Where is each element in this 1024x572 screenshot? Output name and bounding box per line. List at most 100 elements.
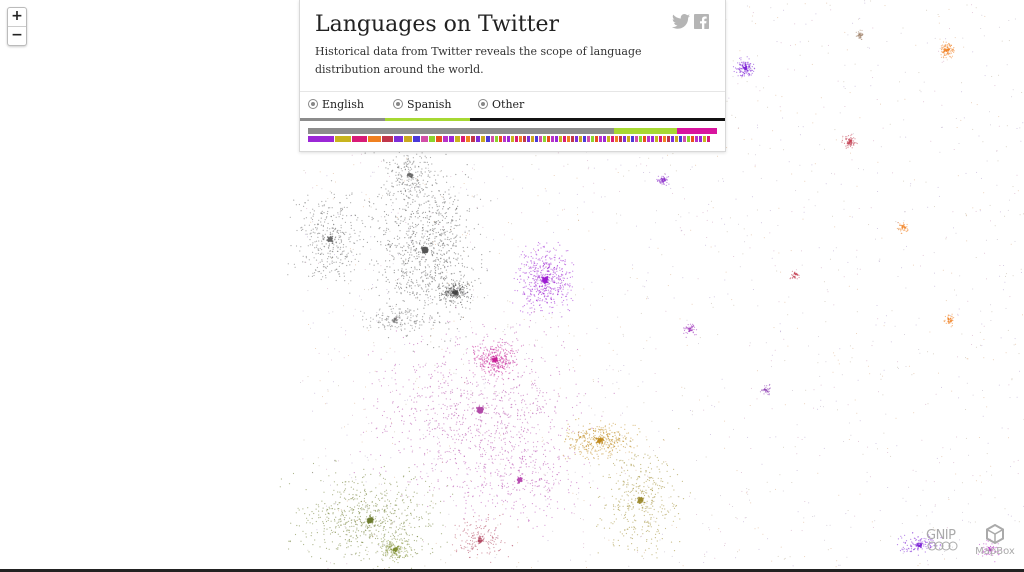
tab-other[interactable]: Other — [470, 92, 725, 121]
twitter-icon[interactable] — [672, 14, 690, 33]
tab-label: Other — [492, 98, 525, 111]
radio-icon — [308, 99, 318, 109]
tab-underline — [470, 118, 725, 121]
language-swatch[interactable] — [519, 136, 522, 142]
facebook-icon[interactable] — [694, 14, 709, 33]
language-swatch[interactable] — [515, 136, 518, 142]
language-swatch[interactable] — [394, 136, 403, 142]
language-swatch[interactable] — [481, 136, 485, 142]
language-swatch[interactable] — [659, 136, 662, 142]
language-swatch[interactable] — [429, 136, 435, 142]
language-swatch[interactable] — [491, 136, 494, 142]
language-swatch[interactable] — [413, 136, 420, 142]
language-swatch[interactable] — [603, 136, 606, 142]
language-swatch[interactable] — [555, 136, 558, 142]
language-swatch[interactable] — [611, 136, 614, 142]
language-swatch[interactable] — [382, 136, 393, 142]
language-swatch[interactable] — [436, 136, 442, 142]
language-swatch[interactable] — [643, 136, 646, 142]
language-swatch[interactable] — [507, 136, 510, 142]
language-swatch[interactable] — [471, 136, 475, 142]
language-swatch[interactable] — [539, 136, 542, 142]
language-swatch[interactable] — [511, 136, 514, 142]
language-swatch[interactable] — [527, 136, 530, 142]
language-swatch[interactable] — [647, 136, 650, 142]
language-swatch[interactable] — [699, 136, 702, 142]
language-swatch[interactable] — [486, 136, 490, 142]
language-bar-english[interactable] — [308, 128, 614, 134]
gnip-label: GNIP — [926, 528, 956, 543]
language-swatch[interactable] — [651, 136, 654, 142]
bottom-border — [0, 569, 1024, 572]
language-swatch[interactable] — [571, 136, 574, 142]
language-swatch[interactable] — [461, 136, 465, 142]
language-swatch[interactable] — [567, 136, 570, 142]
tab-spanish[interactable]: Spanish — [385, 92, 470, 121]
language-swatch[interactable] — [595, 136, 598, 142]
language-bar-spanish[interactable] — [614, 128, 677, 134]
mapbox-logo[interactable]: MapBox — [974, 523, 1016, 557]
language-swatch[interactable] — [404, 136, 412, 142]
language-swatch[interactable] — [523, 136, 526, 142]
gnip-rings-icon — [927, 541, 958, 551]
radio-icon — [393, 99, 403, 109]
language-swatch[interactable] — [671, 136, 674, 142]
language-swatch[interactable] — [455, 136, 460, 142]
language-swatch[interactable] — [449, 136, 454, 142]
language-swatch[interactable] — [551, 136, 554, 142]
language-swatch[interactable] — [543, 136, 546, 142]
language-swatch[interactable] — [579, 136, 582, 142]
zoom-in-button[interactable]: + — [11, 8, 23, 24]
language-bar-other[interactable] — [677, 128, 717, 134]
language-swatch[interactable] — [531, 136, 534, 142]
language-swatch[interactable] — [503, 136, 506, 142]
language-swatch[interactable] — [599, 136, 602, 142]
language-swatch[interactable] — [443, 136, 448, 142]
language-swatch[interactable] — [583, 136, 586, 142]
language-swatch[interactable] — [707, 136, 710, 142]
language-swatch[interactable] — [335, 136, 351, 142]
language-swatch[interactable] — [639, 136, 642, 142]
language-swatch[interactable] — [683, 136, 686, 142]
language-swatch[interactable] — [687, 136, 690, 142]
language-swatch[interactable] — [308, 136, 334, 142]
language-swatch[interactable] — [695, 136, 698, 142]
language-swatch[interactable] — [466, 136, 470, 142]
language-swatch[interactable] — [631, 136, 634, 142]
language-swatch[interactable] — [559, 136, 562, 142]
language-swatch[interactable] — [535, 136, 538, 142]
language-swatch[interactable] — [421, 136, 428, 142]
language-swatch[interactable] — [615, 136, 618, 142]
info-panel: Languages on Twitter Historical data fro… — [299, 0, 726, 152]
language-swatch[interactable] — [691, 136, 694, 142]
language-swatch[interactable] — [619, 136, 622, 142]
language-swatch[interactable] — [655, 136, 658, 142]
language-swatch[interactable] — [635, 136, 638, 142]
description: Historical data from Twitter reveals the… — [315, 45, 642, 76]
language-swatch[interactable] — [547, 136, 550, 142]
language-swatch[interactable] — [679, 136, 682, 142]
language-swatch[interactable] — [675, 136, 678, 142]
page-title: Languages on Twitter — [315, 12, 560, 37]
language-swatch[interactable] — [623, 136, 626, 142]
language-swatch[interactable] — [476, 136, 480, 142]
tab-underline — [385, 118, 470, 121]
social-links — [672, 14, 709, 33]
language-swatch[interactable] — [607, 136, 610, 142]
language-swatch[interactable] — [591, 136, 594, 142]
language-swatch[interactable] — [368, 136, 381, 142]
language-swatch[interactable] — [663, 136, 666, 142]
language-swatch[interactable] — [667, 136, 670, 142]
language-swatch[interactable] — [495, 136, 498, 142]
language-swatch[interactable] — [703, 136, 706, 142]
language-swatch[interactable] — [352, 136, 367, 142]
language-swatches — [308, 136, 716, 142]
language-swatch[interactable] — [627, 136, 630, 142]
language-swatch[interactable] — [499, 136, 502, 142]
language-swatch[interactable] — [587, 136, 590, 142]
language-swatch[interactable] — [563, 136, 566, 142]
language-swatch[interactable] — [575, 136, 578, 142]
zoom-out-button[interactable]: − — [8, 26, 26, 45]
tab-english[interactable]: English — [300, 92, 385, 121]
